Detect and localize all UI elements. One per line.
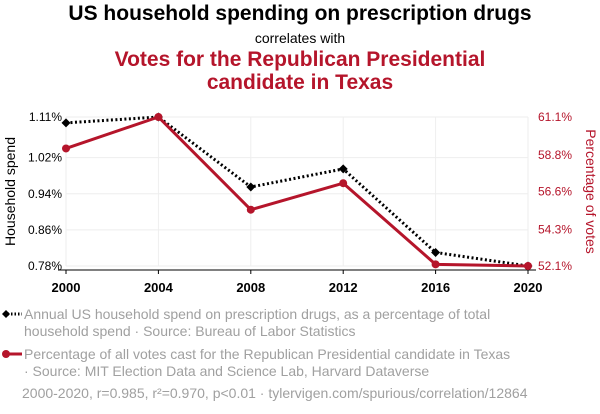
series2-point bbox=[154, 113, 163, 121]
legend-text-series1-line2: household spend · Source: Bureau of Labo… bbox=[24, 323, 356, 339]
x-tick-label: 2016 bbox=[421, 280, 450, 295]
series1-line bbox=[65, 115, 529, 268]
y-left-tick-label: 1.02% bbox=[28, 151, 62, 165]
chart-title-secondary-line1: Votes for the Republican Presidential bbox=[114, 48, 486, 71]
series1-point bbox=[338, 164, 348, 174]
x-tick-label: 2000 bbox=[52, 280, 81, 295]
series1-point bbox=[431, 247, 441, 257]
correlates-with-label: correlates with bbox=[254, 30, 346, 46]
chart-title-secondary-line2: candidate in Texas bbox=[206, 71, 394, 94]
series2-line bbox=[65, 115, 529, 268]
y-right-tick-label: 58.8% bbox=[538, 148, 572, 162]
legend-text-series2-line1: Percentage of all votes cast for the Rep… bbox=[24, 346, 511, 362]
series2-point bbox=[246, 205, 255, 214]
legend-swatch-series1 bbox=[2, 310, 22, 318]
legend-text-series2: Percentage of all votes cast for the Rep… bbox=[24, 346, 584, 380]
y-left-axis-label: Household spend bbox=[2, 137, 18, 246]
series1-point bbox=[61, 118, 71, 128]
legend-text-series1: Annual US household spend on prescriptio… bbox=[24, 306, 584, 340]
y-right-tick-label: 61.1% bbox=[538, 110, 572, 124]
y-right-tick-label: 52.1% bbox=[538, 259, 572, 273]
x-tick-label: 2008 bbox=[236, 280, 265, 295]
y-right-tick-label: 54.3% bbox=[538, 223, 572, 237]
series1-point bbox=[246, 182, 256, 192]
legend-swatch-series2 bbox=[2, 350, 22, 358]
x-tick-label: 2012 bbox=[329, 280, 358, 295]
chart-title: US household spending on prescription dr… bbox=[68, 2, 532, 25]
legend-text-series1-line1: Annual US household spend on prescriptio… bbox=[24, 306, 491, 322]
series2-point bbox=[62, 144, 70, 153]
legend-text-series2-line2: · Source: MIT Election Data and Science … bbox=[24, 363, 430, 379]
y-left-tick-label: 0.86% bbox=[28, 223, 62, 237]
series2-point bbox=[431, 260, 440, 269]
series2-point bbox=[524, 262, 532, 270]
chart-title-secondary: Votes for the Republican Presidential ca… bbox=[0, 48, 600, 94]
x-tick-label: 2020 bbox=[514, 280, 543, 295]
y-right-tick-label: 56.6% bbox=[538, 185, 572, 199]
y-right-axis-label: Percentage of votes bbox=[583, 129, 599, 254]
y-left-tick-label: 1.11% bbox=[29, 110, 62, 124]
footer-stats: 2000-2020, r=0.985, r²=0.970, p<0.01 · t… bbox=[22, 385, 528, 401]
y-left-tick-label: 0.94% bbox=[28, 187, 62, 201]
x-tick-label: 2004 bbox=[144, 280, 174, 295]
y-left-tick-label: 0.78% bbox=[28, 259, 62, 273]
series2-point bbox=[339, 179, 348, 188]
